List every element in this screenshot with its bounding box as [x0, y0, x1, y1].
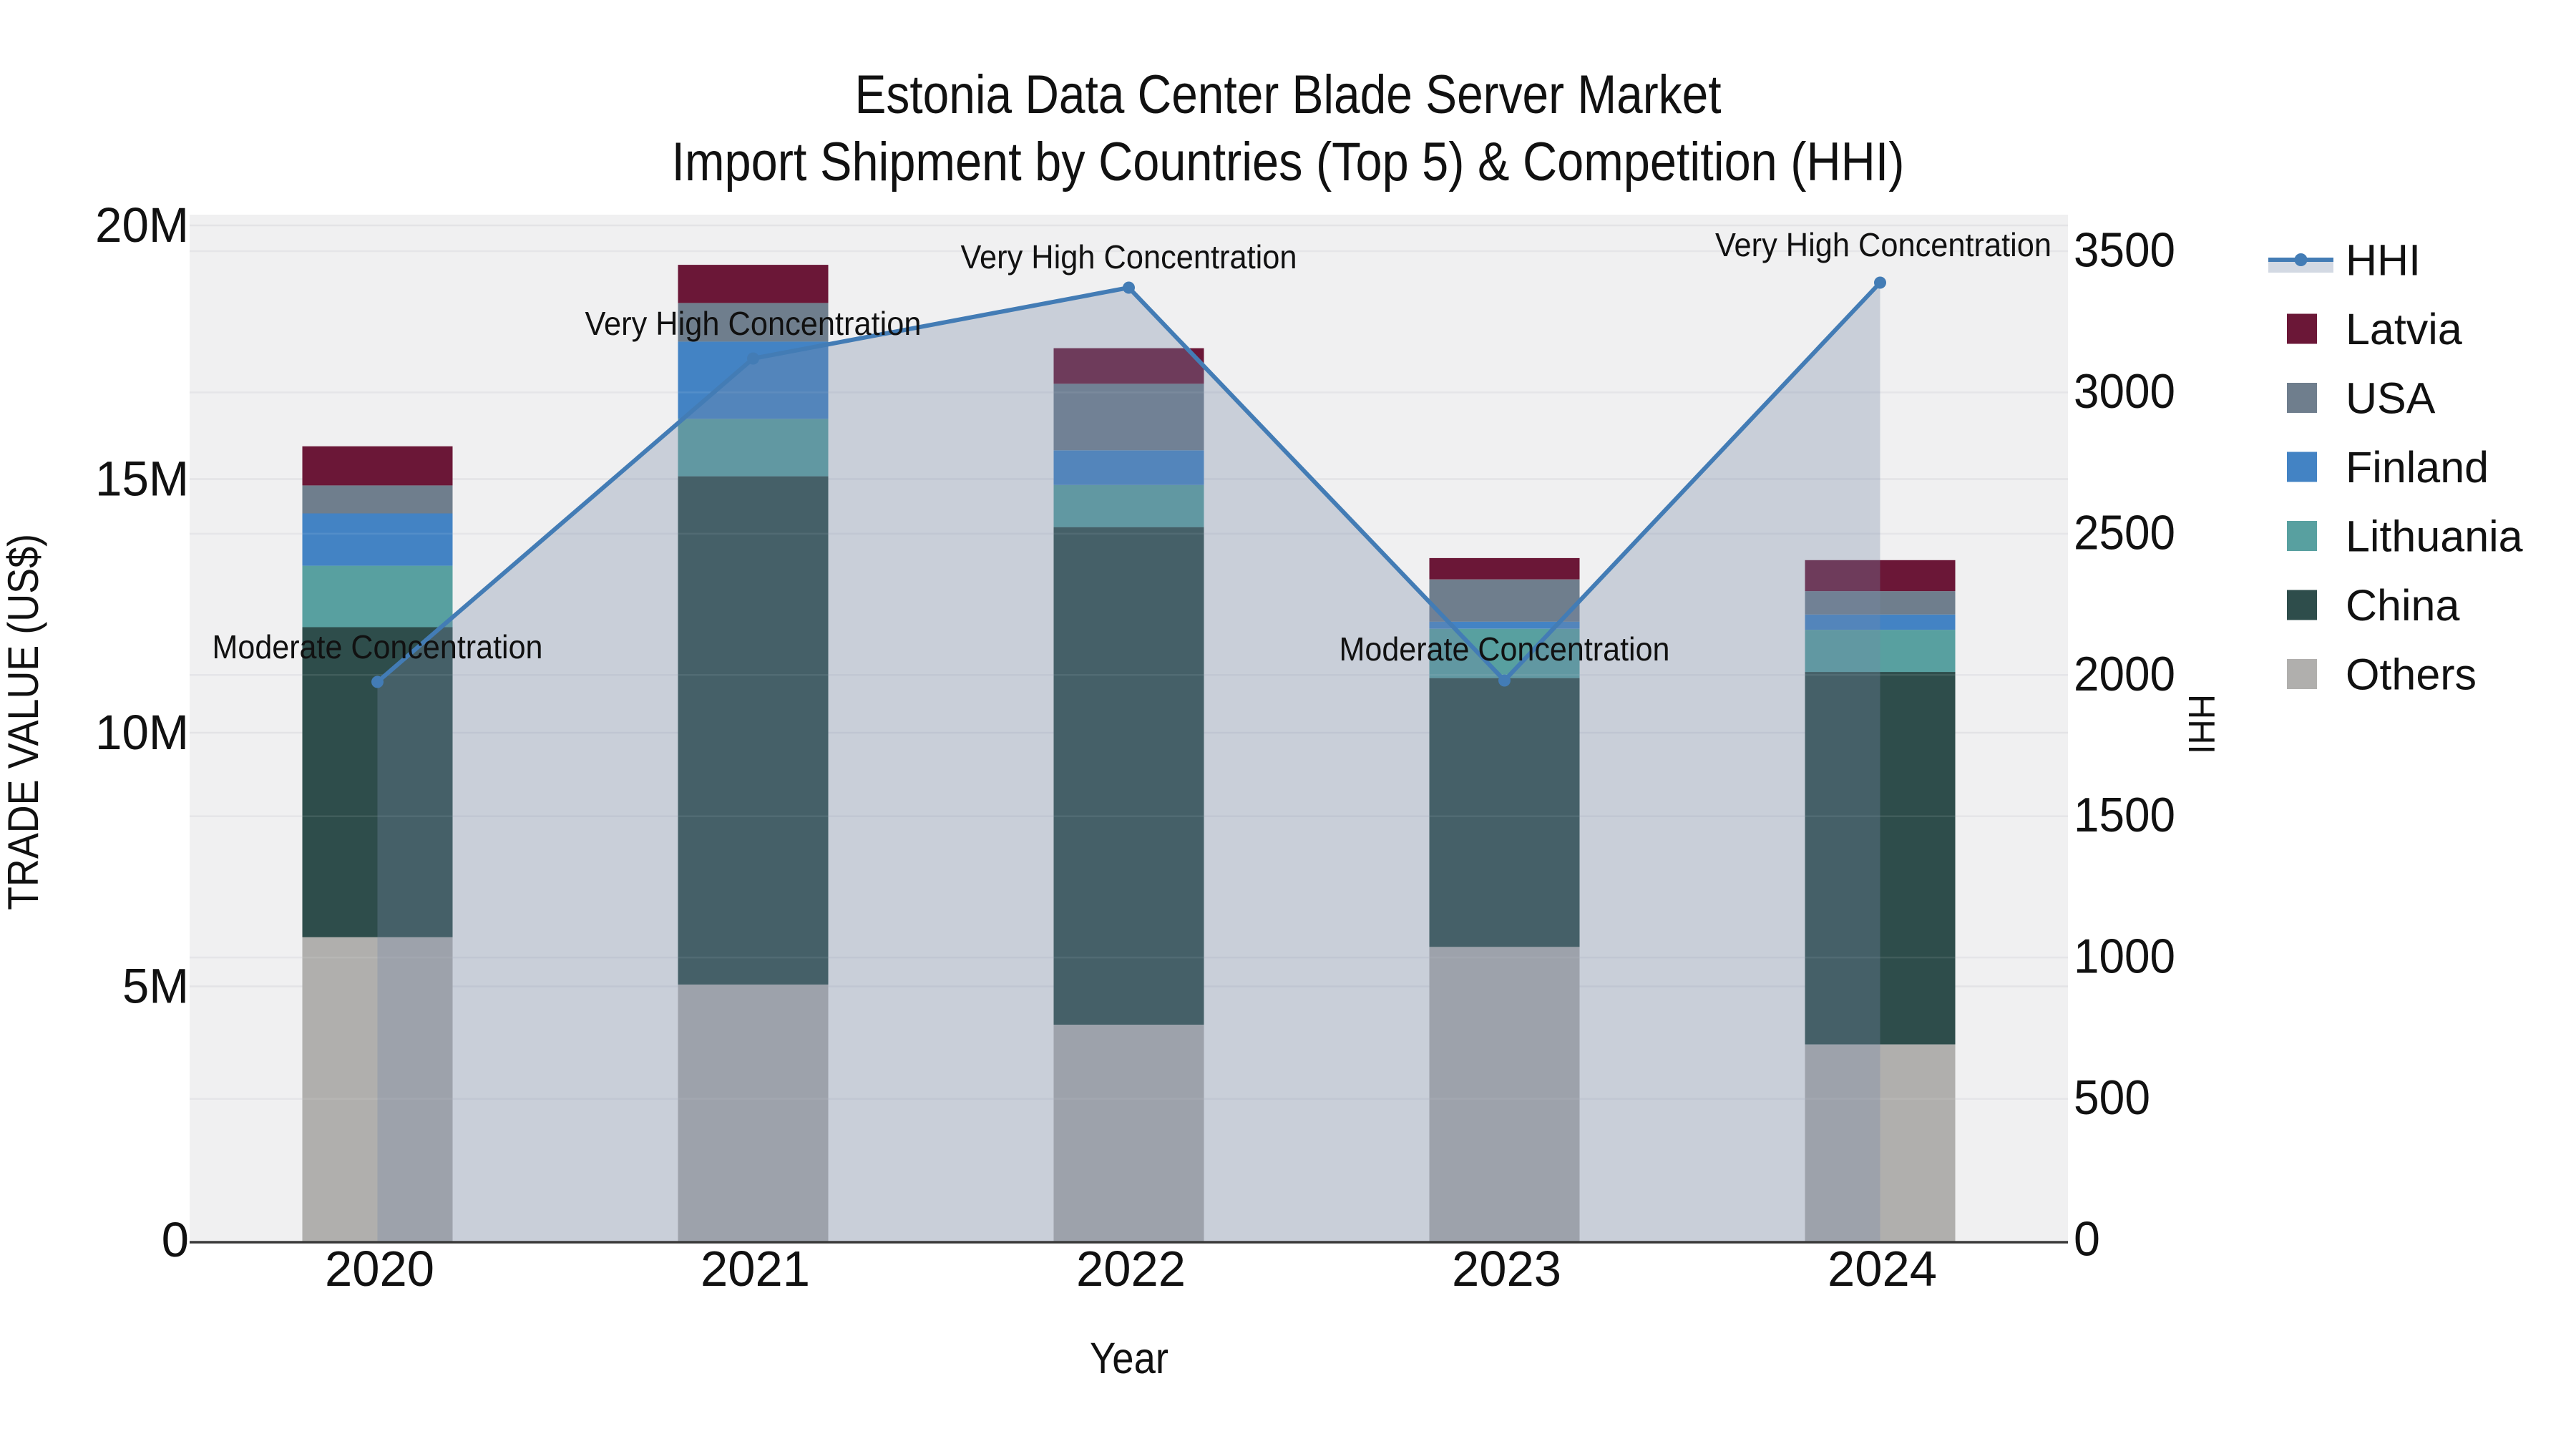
svg-text:Import Shipment by Countries (: Import Shipment by Countries (Top 5) & C…: [672, 132, 1905, 192]
svg-text:TRADE VALUE (US$): TRADE VALUE (US$): [0, 534, 47, 910]
svg-text:1000: 1000: [2074, 930, 2175, 984]
svg-text:Very High Concentration: Very High Concentration: [585, 305, 922, 342]
svg-text:2021: 2021: [701, 1241, 810, 1297]
svg-text:Moderate Concentration: Moderate Concentration: [213, 628, 543, 665]
svg-text:3500: 3500: [2074, 223, 2175, 278]
svg-text:2024: 2024: [1828, 1241, 1937, 1297]
svg-text:2020: 2020: [325, 1241, 434, 1297]
svg-text:Lithuania: Lithuania: [2346, 512, 2523, 561]
svg-text:500: 500: [2074, 1070, 2150, 1125]
svg-text:0: 0: [2074, 1212, 2100, 1267]
svg-text:2022: 2022: [1076, 1241, 1186, 1297]
svg-text:0: 0: [162, 1212, 189, 1267]
svg-text:5M: 5M: [122, 959, 189, 1014]
svg-text:3000: 3000: [2074, 364, 2175, 419]
svg-text:Moderate Concentration: Moderate Concentration: [1340, 630, 1670, 668]
svg-text:Very High Concentration: Very High Concentration: [961, 238, 1297, 275]
svg-text:15M: 15M: [95, 452, 189, 507]
svg-text:Estonia Data Center Blade Serv: Estonia Data Center Blade Server Market: [855, 64, 1722, 125]
svg-text:2500: 2500: [2074, 505, 2175, 560]
svg-text:2000: 2000: [2074, 647, 2175, 701]
svg-text:HHI: HHI: [2346, 236, 2421, 285]
svg-text:2023: 2023: [1452, 1241, 1561, 1297]
svg-text:Very High Concentration: Very High Concentration: [1715, 226, 2051, 263]
svg-text:Latvia: Latvia: [2346, 305, 2462, 353]
svg-text:HHI: HHI: [2180, 694, 2222, 754]
svg-text:Others: Others: [2346, 650, 2477, 699]
svg-text:20M: 20M: [95, 197, 189, 253]
svg-text:10M: 10M: [95, 705, 189, 760]
svg-text:China: China: [2346, 581, 2459, 630]
svg-text:1500: 1500: [2074, 788, 2175, 842]
svg-text:USA: USA: [2346, 374, 2436, 423]
svg-text:Finland: Finland: [2346, 443, 2489, 492]
svg-text:Year: Year: [1090, 1334, 1169, 1382]
